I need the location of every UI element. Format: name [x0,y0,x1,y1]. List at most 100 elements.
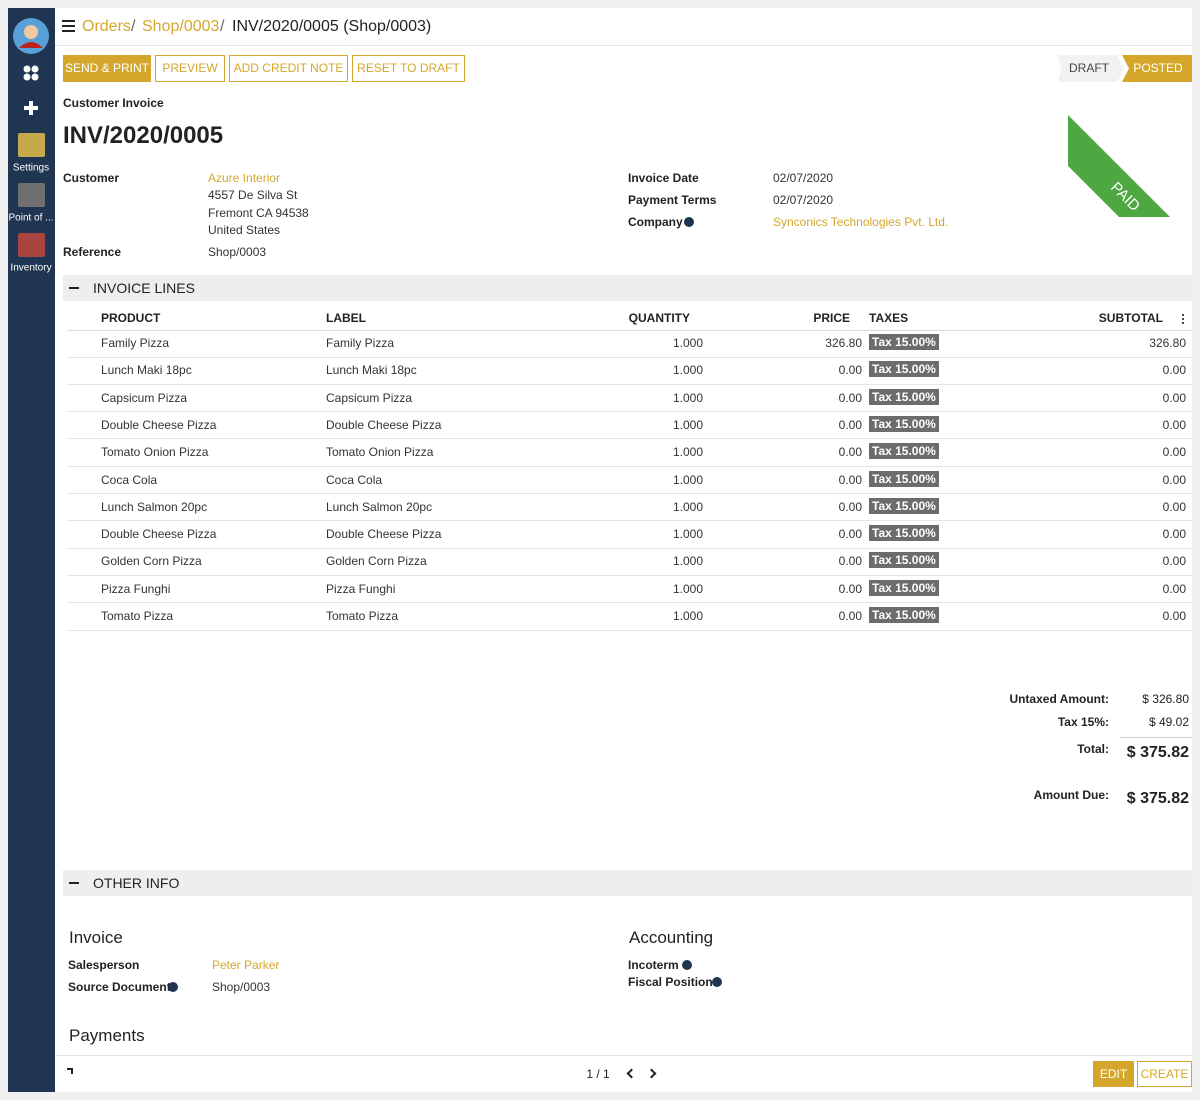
cell: 0.00 [1162,390,1186,405]
total-value: $ 49.02 [1148,715,1189,729]
breadcrumb-link[interactable]: Orders [82,18,131,35]
column-header[interactable]: PRICE [813,311,850,325]
total-value: $ 375.82 [1126,790,1189,807]
footer-button[interactable] [1093,1061,1134,1087]
ribbon-band: PAID [1068,113,1192,217]
action-button[interactable] [229,55,348,82]
cell: Tomato Pizza [101,609,174,623]
column-header[interactable]: TAXES [869,311,909,325]
row-line [67,602,1192,604]
cell: 0.00 [838,499,862,514]
field-value: 02/07/2020 [773,193,834,207]
tax-badge: Tax 15.00% [869,607,939,623]
action-button-label[interactable]: PREVIEW [162,61,218,75]
app-label[interactable]: Point of ... [8,212,54,224]
action-button-label[interactable]: RESET TO DRAFT [357,61,460,75]
group-title: Accounting [629,928,714,947]
tax-badge: Tax 15.00% [869,388,939,405]
customer-link[interactable]: Azure Interior [208,171,281,185]
cell: Lunch Maki 18pc [326,363,417,378]
footer-button-label[interactable]: EDIT [1099,1067,1128,1081]
breadcrumb-separator: / [131,18,136,35]
tax-badge: Tax 15.00% [869,443,939,460]
tax-badge: Tax 15.00% [869,525,939,542]
cell: Coca Cola [101,472,158,487]
row-line [67,493,1192,494]
cell: 0.00 [1162,554,1186,569]
divider [55,45,1192,46]
expand-icon[interactable] [67,1068,73,1074]
cell: 1.000 [672,445,703,460]
status-posted [1122,55,1192,82]
section-bar[interactable] [63,275,1192,301]
footer-line [55,1055,1192,1056]
row-line [67,520,1192,522]
column-header[interactable]: SUBTOTAL [1098,311,1163,325]
app-icon[interactable] [18,183,45,207]
row-line [67,574,1192,576]
cell: 0.00 [1162,445,1186,460]
cell: 0.00 [838,527,862,542]
action-button[interactable] [352,55,465,82]
cell: 0.00 [838,554,862,569]
action-button[interactable] [63,55,151,82]
cell: 0.00 [1162,581,1186,596]
app-icon[interactable] [18,133,45,157]
cell: 0.00 [838,581,862,596]
total-label: Amount Due: [1033,788,1109,802]
cell: Lunch Salmon 20pc [101,499,208,514]
cell: Double Cheese Pizza [326,527,442,542]
cell: Tomato Pizza [326,609,399,623]
cell: 1.000 [672,609,703,623]
section-bar[interactable] [63,870,1192,896]
action-button-label[interactable]: SEND & PRINT [64,61,150,75]
cell: 326.80 [1149,336,1186,350]
tax-badge: Tax 15.00% [869,579,939,596]
field-value[interactable]: Synconics Technologies Pvt. Ltd. [773,215,949,229]
tax-badge: Tax 15.00% [869,552,939,569]
cell: Lunch Maki 18pc [101,363,192,378]
app-icon[interactable] [18,233,45,257]
row-line [67,356,1192,358]
breadcrumb-link[interactable]: Shop/0003 [142,18,220,35]
cell: 0.00 [1162,527,1186,542]
field-label: Customer [63,171,120,185]
column-header[interactable]: LABEL [326,311,366,325]
tax-badge: Tax 15.00% [869,470,939,487]
app-label[interactable]: Settings [12,162,50,174]
row-line [67,383,1192,385]
address-line: United States [208,223,281,237]
help-icon [684,217,694,227]
cell: 0.00 [838,417,862,432]
cell: 326.80 [825,336,862,350]
action-button-label[interactable]: ADD CREDIT NOTE [233,61,344,75]
menu-icon [62,30,75,32]
cell: Coca Cola [326,472,383,487]
field-value[interactable]: Peter Parker [212,958,280,972]
field-label: Incoterm [628,958,679,972]
status-label: POSTED [1133,61,1183,75]
column-header[interactable]: QUANTITY [628,311,690,325]
cell: 1.000 [672,363,703,378]
cell: 0.00 [1162,363,1186,378]
ribbon: PAID [1068,90,1192,217]
tax-badge: Tax 15.00% [869,497,939,514]
footer-button[interactable] [1137,1061,1192,1087]
footer-button-label[interactable]: CREATE [1140,1067,1189,1081]
breadcrumb-current: INV/2020/0005 (Shop/0003) [232,18,432,35]
cell: 1.000 [672,336,703,350]
cell: Lunch Salmon 20pc [326,499,433,514]
section-title[interactable]: INVOICE LINES [93,280,195,296]
field-value: Shop/0003 [212,980,271,994]
row-line [67,411,1192,413]
cell: 0.00 [1162,417,1186,432]
field-label: Salesperson [68,958,140,972]
column-header[interactable]: PRODUCT [101,311,161,325]
field-label: Company [628,215,683,229]
cell: 1.000 [672,390,703,405]
section-title[interactable]: OTHER INFO [93,875,180,891]
breadcrumb-separator: / [220,18,225,35]
app-label[interactable]: Inventory [10,262,52,274]
action-button[interactable] [155,55,225,82]
cell: 1.000 [672,472,703,487]
